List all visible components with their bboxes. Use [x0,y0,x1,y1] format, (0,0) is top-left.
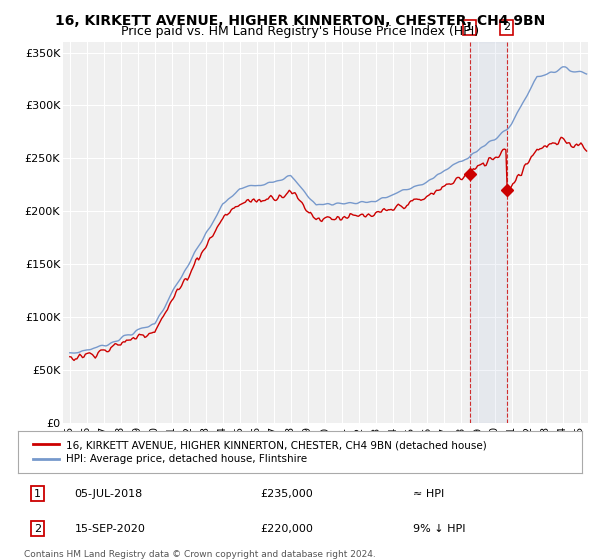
Text: 9% ↓ HPI: 9% ↓ HPI [413,524,466,534]
Text: 05-JUL-2018: 05-JUL-2018 [74,488,143,498]
Legend: 16, KIRKETT AVENUE, HIGHER KINNERTON, CHESTER, CH4 9BN (detached house), HPI: Av: 16, KIRKETT AVENUE, HIGHER KINNERTON, CH… [29,436,491,469]
Text: 1: 1 [34,488,41,498]
Bar [470,42,506,423]
Text: 2: 2 [503,22,510,32]
Text: £235,000: £235,000 [260,488,313,498]
Text: 2: 2 [34,524,41,534]
Text: 16, KIRKETT AVENUE, HIGHER KINNERTON, CHESTER, CH4 9BN: 16, KIRKETT AVENUE, HIGHER KINNERTON, CH… [55,14,545,28]
Text: Price paid vs. HM Land Registry's House Price Index (HPI): Price paid vs. HM Land Registry's House … [121,25,479,38]
Text: 15-SEP-2020: 15-SEP-2020 [74,524,145,534]
Text: Contains HM Land Registry data © Crown copyright and database right 2024.
This d: Contains HM Land Registry data © Crown c… [24,550,376,560]
Text: ≈ HPI: ≈ HPI [413,488,444,498]
Text: 1: 1 [466,22,473,32]
Text: £220,000: £220,000 [260,524,313,534]
